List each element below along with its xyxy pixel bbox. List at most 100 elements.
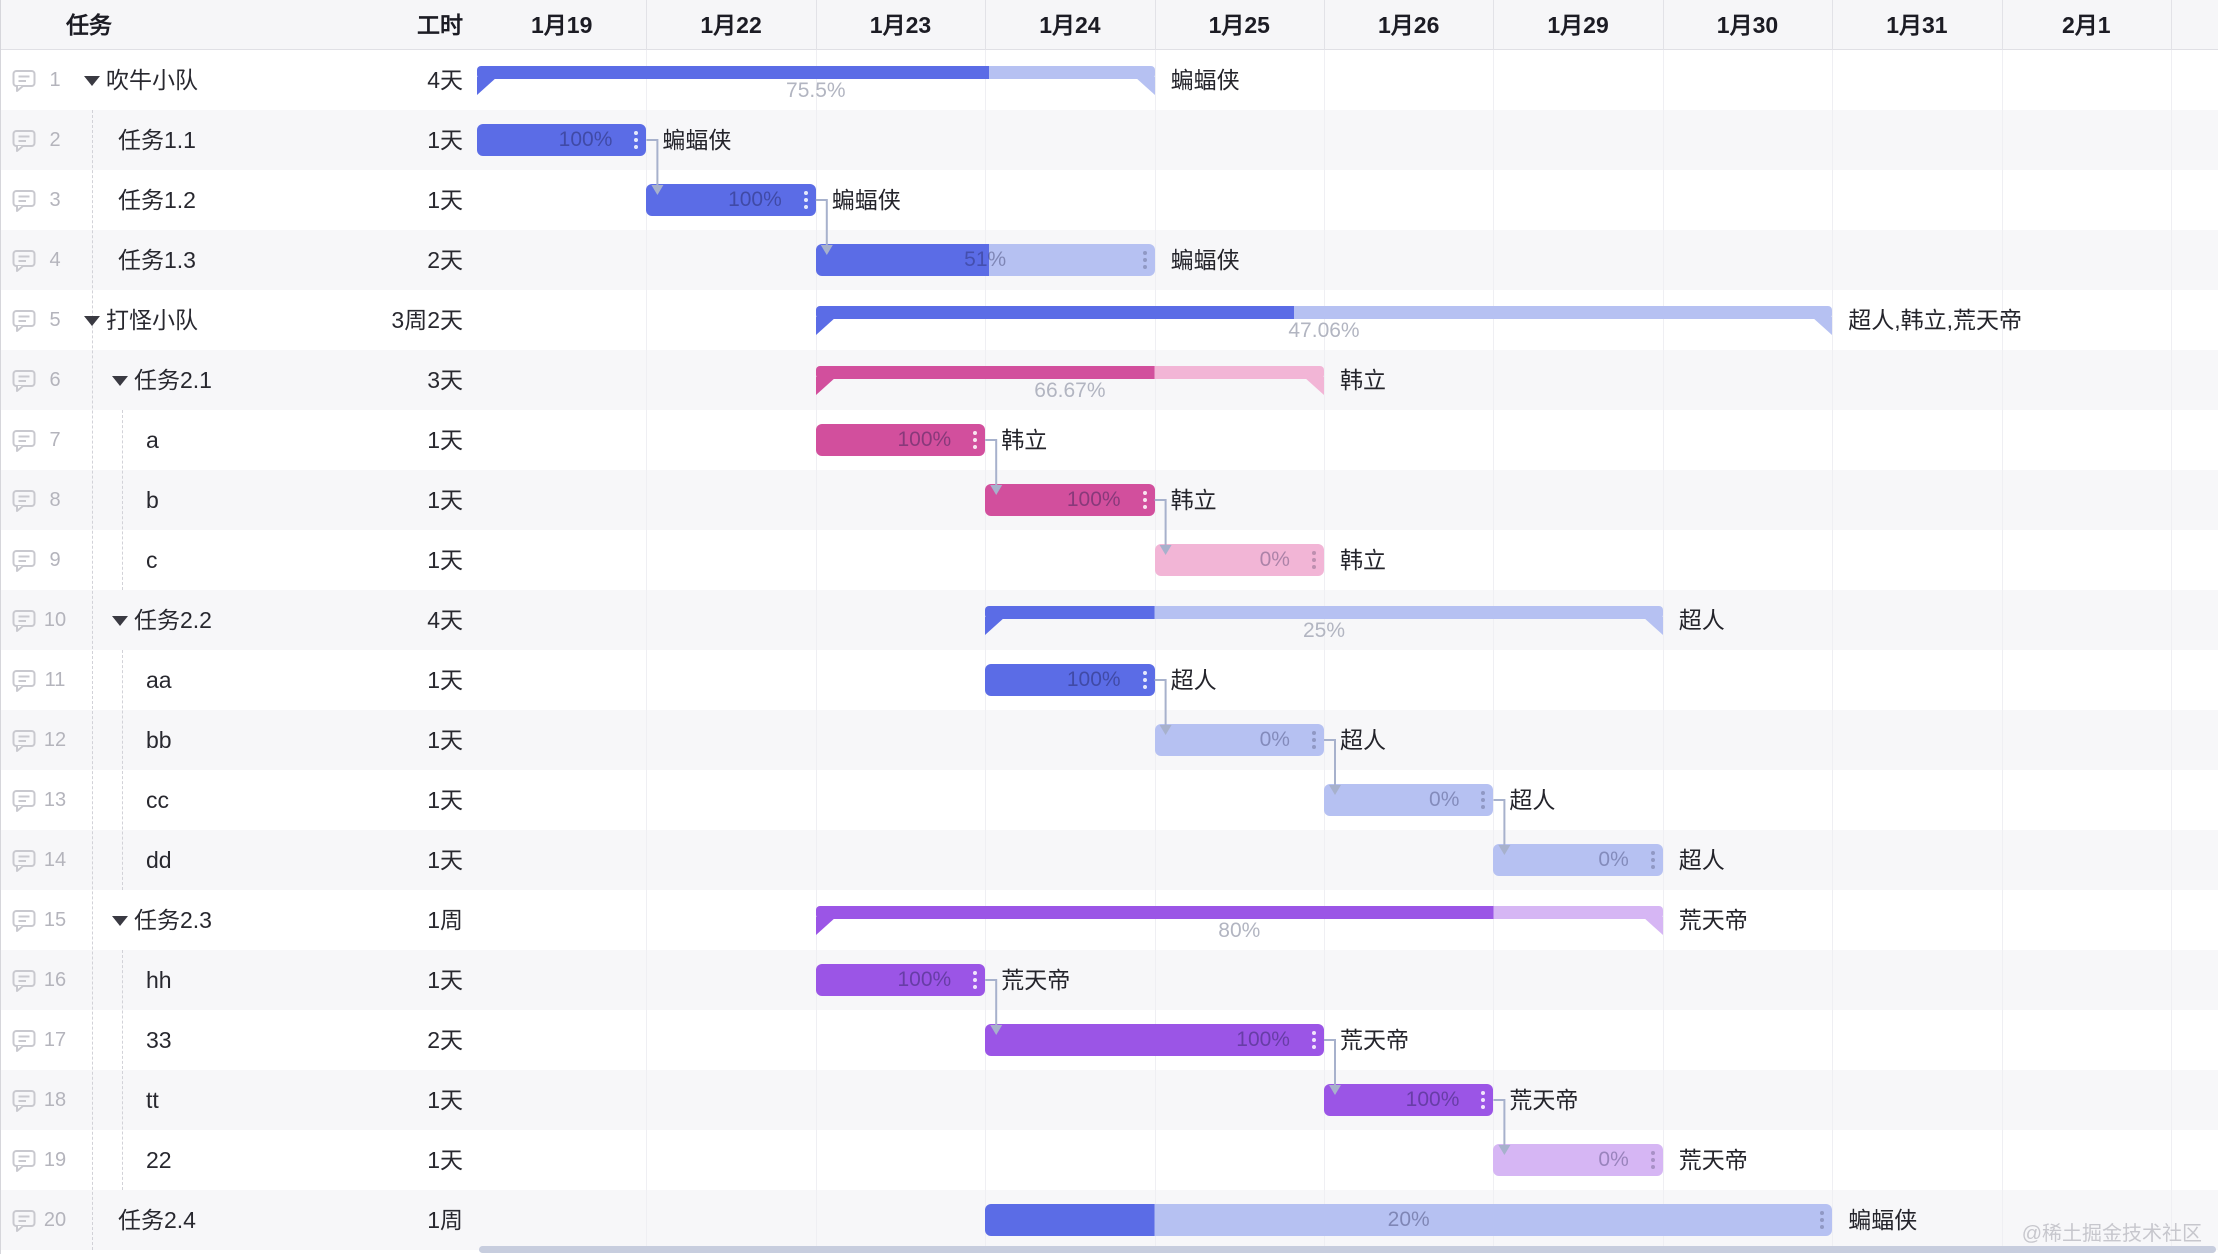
comment-icon[interactable] bbox=[10, 126, 38, 154]
task-name[interactable]: hh bbox=[146, 967, 172, 993]
expand-triangle-icon[interactable] bbox=[112, 376, 128, 386]
task-name[interactable]: 吹牛小队 bbox=[106, 67, 198, 93]
bar-assignee-label: 超人,韩立,荒天帝 bbox=[1848, 307, 2022, 333]
header-column-divider bbox=[2001, 0, 2003, 50]
task-name[interactable]: 任务1.1 bbox=[118, 127, 196, 153]
comment-icon[interactable] bbox=[10, 726, 38, 754]
comment-icon[interactable] bbox=[10, 486, 38, 514]
gantt-summary-bar[interactable] bbox=[815, 306, 1833, 319]
comment-icon[interactable] bbox=[10, 846, 38, 874]
gantt-bar[interactable]: 100% bbox=[815, 424, 986, 456]
bar-menu-icon[interactable] bbox=[1311, 551, 1316, 572]
date-header: 2月1 bbox=[2061, 12, 2111, 38]
task-name[interactable]: bb bbox=[146, 727, 172, 753]
gantt-bar[interactable]: 100% bbox=[815, 964, 986, 996]
effort-column-header: 工时 bbox=[417, 12, 463, 38]
bar-menu-icon[interactable] bbox=[1311, 1031, 1316, 1052]
task-name[interactable]: dd bbox=[146, 847, 172, 873]
bar-menu-icon[interactable] bbox=[1142, 491, 1147, 512]
bar-menu-icon[interactable] bbox=[803, 191, 808, 212]
task-name[interactable]: 任务1.2 bbox=[118, 187, 196, 213]
comment-icon[interactable] bbox=[10, 786, 38, 814]
dependency-line bbox=[1493, 799, 1506, 846]
comment-icon[interactable] bbox=[10, 606, 38, 634]
expand-triangle-icon[interactable] bbox=[84, 316, 100, 326]
row-number: 8 bbox=[49, 489, 61, 511]
task-effort: 2天 bbox=[427, 247, 463, 273]
bar-menu-icon[interactable] bbox=[1481, 1091, 1486, 1112]
comment-icon[interactable] bbox=[10, 366, 38, 394]
comment-icon[interactable] bbox=[10, 306, 38, 334]
expand-triangle-icon[interactable] bbox=[84, 76, 100, 86]
horizontal-scrollbar[interactable] bbox=[479, 1246, 2216, 1253]
comment-icon[interactable] bbox=[10, 546, 38, 574]
row-number: 12 bbox=[43, 729, 67, 751]
comment-icon[interactable] bbox=[10, 246, 38, 274]
task-name[interactable]: 33 bbox=[146, 1027, 172, 1053]
gantt-bar[interactable]: 0% bbox=[1324, 784, 1494, 816]
bar-percent-label: 0% bbox=[1598, 1148, 1629, 1171]
bar-menu-icon[interactable] bbox=[1650, 1151, 1655, 1172]
comment-icon[interactable] bbox=[10, 666, 38, 694]
gantt-bar[interactable]: 100% bbox=[477, 124, 647, 156]
task-effort: 1天 bbox=[427, 847, 463, 873]
header-column-divider bbox=[646, 0, 648, 50]
task-name[interactable]: cc bbox=[146, 787, 169, 813]
gantt-bar[interactable]: 100% bbox=[985, 664, 1155, 696]
gantt-bar[interactable]: 0% bbox=[1493, 844, 1663, 876]
bar-menu-icon[interactable] bbox=[973, 431, 978, 452]
gantt-bar[interactable]: 0% bbox=[1154, 544, 1324, 576]
bar-menu-icon[interactable] bbox=[1142, 251, 1147, 272]
bar-menu-icon[interactable] bbox=[1820, 1211, 1825, 1232]
comment-icon[interactable] bbox=[10, 186, 38, 214]
task-name[interactable]: 任务2.1 bbox=[134, 367, 212, 393]
gantt-bar[interactable]: 0% bbox=[1493, 1144, 1663, 1176]
expand-triangle-icon[interactable] bbox=[112, 616, 128, 626]
task-name[interactable]: 22 bbox=[146, 1147, 172, 1173]
comment-icon[interactable] bbox=[10, 1026, 38, 1054]
bar-menu-icon[interactable] bbox=[634, 131, 639, 152]
gantt-bar[interactable]: 51% bbox=[815, 244, 1155, 276]
indent-guide bbox=[92, 110, 93, 1250]
comment-icon[interactable] bbox=[10, 426, 38, 454]
gantt-bar[interactable]: 100% bbox=[646, 184, 816, 216]
bar-menu-icon[interactable] bbox=[973, 971, 978, 992]
comment-icon[interactable] bbox=[10, 906, 38, 934]
task-name[interactable]: 任务2.4 bbox=[118, 1207, 196, 1233]
task-name[interactable]: tt bbox=[146, 1087, 159, 1113]
gantt-bar[interactable]: 0% bbox=[1154, 724, 1324, 756]
task-name[interactable]: a bbox=[146, 427, 159, 453]
gantt-summary-bar[interactable] bbox=[815, 906, 1663, 919]
task-name[interactable]: c bbox=[146, 547, 158, 573]
bar-menu-icon[interactable] bbox=[1142, 671, 1147, 692]
task-name[interactable]: 打怪小队 bbox=[106, 307, 198, 333]
comment-icon[interactable] bbox=[10, 66, 38, 94]
task-name[interactable]: aa bbox=[146, 667, 172, 693]
comment-icon[interactable] bbox=[10, 1146, 38, 1174]
task-name[interactable]: 任务1.3 bbox=[118, 247, 196, 273]
bar-menu-icon[interactable] bbox=[1481, 791, 1486, 812]
bar-menu-icon[interactable] bbox=[1650, 851, 1655, 872]
bar-menu-icon[interactable] bbox=[1311, 731, 1316, 752]
gantt-bar[interactable]: 100% bbox=[985, 484, 1155, 516]
gantt-summary-bar[interactable] bbox=[815, 366, 1324, 379]
gantt-summary-bar[interactable] bbox=[985, 606, 1663, 619]
gantt-bar[interactable]: 100% bbox=[985, 1024, 1324, 1056]
task-name[interactable]: 任务2.2 bbox=[134, 607, 212, 633]
bar-assignee-label: 韩立 bbox=[1340, 547, 1386, 573]
gantt-bar[interactable]: 100% bbox=[1324, 1084, 1494, 1116]
comment-icon[interactable] bbox=[10, 1206, 38, 1234]
task-name[interactable]: 任务2.3 bbox=[134, 907, 212, 933]
dependency-arrowhead bbox=[1498, 1145, 1511, 1155]
expand-triangle-icon[interactable] bbox=[112, 916, 128, 926]
bar-percent-label: 100% bbox=[1066, 668, 1121, 691]
gantt-bar[interactable]: 20% bbox=[985, 1204, 1833, 1236]
comment-icon[interactable] bbox=[10, 1086, 38, 1114]
comment-icon[interactable] bbox=[10, 966, 38, 994]
bar-percent-label: 51% bbox=[964, 248, 1007, 271]
task-name[interactable]: b bbox=[146, 487, 159, 513]
date-header: 1月23 bbox=[869, 12, 932, 38]
row-stripe bbox=[0, 830, 2218, 890]
gantt-summary-bar[interactable] bbox=[477, 66, 1155, 79]
